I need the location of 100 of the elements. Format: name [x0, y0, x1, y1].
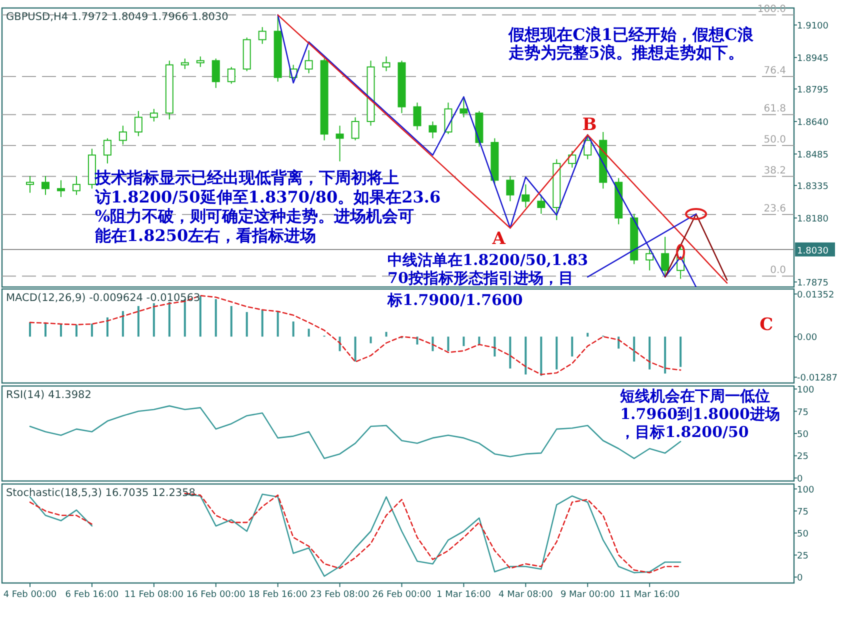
candlestick — [56, 180, 65, 198]
candlestick — [522, 184, 530, 208]
bar — [633, 336, 636, 362]
candlestick — [72, 176, 80, 196]
annotation: B — [582, 115, 597, 135]
y-tick-label: 1.8335 — [797, 182, 828, 192]
candlestick — [118, 125, 127, 146]
annotation: 短线机会在下周一低位1.7960到1.8000进场，目标1.8200/50 — [619, 387, 780, 441]
candlestick — [103, 138, 112, 164]
y-tick-label: 50 — [797, 530, 809, 540]
candlestick — [646, 248, 654, 271]
y-tick-label: 0.00 — [797, 333, 818, 344]
chart-title: Stochastic(18,5,3) 16.7035 12.2358 — [6, 487, 196, 499]
candlestick — [661, 236, 670, 276]
bar — [524, 336, 527, 374]
x-tick-label: 4 Feb 00:00 — [3, 590, 57, 600]
x-tick-label: 18 Feb 16:00 — [248, 590, 308, 600]
candlestick — [351, 116, 360, 141]
bar — [648, 336, 651, 370]
bar — [75, 324, 78, 337]
x-tick-label: 9 Mar 00:00 — [560, 590, 616, 600]
x-tick-label: 23 Feb 08:00 — [310, 590, 370, 600]
bar — [494, 336, 496, 357]
x-tick-label: 4 Mar 08:00 — [498, 590, 554, 600]
bar — [168, 302, 170, 337]
bar — [122, 311, 124, 337]
candlestick — [568, 150, 576, 168]
bar — [571, 336, 574, 357]
x-tick-label: 11 Mar 16:00 — [620, 590, 680, 600]
bar — [276, 311, 279, 337]
x-tick-label: 11 Feb 08:00 — [124, 590, 184, 600]
candlestick — [382, 56, 390, 72]
ref-line-label: 38.2 — [764, 165, 786, 176]
bar — [308, 328, 310, 337]
candlestick — [584, 134, 592, 160]
y-tick-label: 100 — [797, 485, 814, 496]
candlestick — [506, 176, 514, 202]
candlestick — [336, 125, 344, 162]
candlestick — [537, 194, 546, 214]
bar — [540, 336, 542, 376]
bar — [214, 299, 217, 337]
candlestick — [150, 108, 158, 122]
candlestick — [134, 110, 142, 137]
bar — [462, 336, 465, 346]
candlestick — [413, 102, 422, 130]
annotation: 假想现在C浪1已经开始，假想C浪走势为完整5浪。推想走势如下。 — [508, 25, 754, 62]
y-tick-label: 0 — [797, 474, 803, 484]
bar — [90, 324, 93, 337]
bar — [664, 336, 666, 374]
y-tick-label: -0.01287 — [797, 374, 838, 384]
x-tick-label: 1 Mar 16:00 — [436, 590, 492, 600]
ref-line-label: 61.8 — [764, 104, 786, 115]
bar — [261, 310, 264, 337]
y-tick-label: 50 — [797, 430, 809, 440]
candlestick — [227, 66, 236, 84]
chart-title: RSI(14) 41.3982 — [6, 389, 92, 401]
ref-line-label: 76.4 — [764, 66, 786, 77]
candlestick — [304, 50, 313, 74]
y-tick-label: 1.7875 — [797, 278, 828, 288]
bar — [509, 336, 512, 368]
candlestick — [444, 102, 452, 135]
y-tick-label: 25 — [797, 552, 808, 562]
candlestick — [212, 58, 220, 88]
y-tick-label: 100 — [797, 386, 814, 396]
bar — [199, 296, 202, 337]
bar — [370, 336, 372, 344]
y-tick-label: 0.01352 — [797, 290, 834, 300]
candlestick — [180, 58, 189, 70]
x-tick-label: 16 Feb 00:00 — [186, 590, 246, 600]
bar — [60, 324, 62, 337]
x-tick-label: 6 Feb 16:00 — [65, 590, 119, 600]
bar — [385, 332, 388, 337]
bar — [292, 321, 294, 337]
bar — [432, 336, 434, 352]
bar — [556, 336, 558, 370]
candlestick — [41, 176, 50, 196]
y-tick-label: 1.8945 — [797, 54, 828, 64]
annotation: A — [491, 229, 506, 249]
y-tick-label: 1.8640 — [797, 118, 829, 128]
bar — [230, 306, 232, 337]
bar — [44, 322, 46, 337]
ref-line-label: 23.6 — [764, 203, 786, 214]
ref-line-label: 1.8030 — [797, 246, 829, 256]
bar — [29, 322, 31, 337]
bar — [137, 306, 140, 337]
y-tick-label: 75 — [797, 408, 808, 418]
annotation: C — [760, 315, 774, 335]
bar — [246, 312, 248, 337]
y-tick-label: 1.8485 — [797, 150, 828, 161]
candlestick — [428, 120, 437, 139]
x-tick-label: 26 Feb 00:00 — [372, 590, 432, 600]
candlestick — [196, 56, 204, 68]
y-tick-label: 0 — [797, 574, 803, 584]
bar — [586, 332, 589, 337]
bar — [447, 336, 450, 352]
ref-line-label: 50.0 — [764, 134, 786, 146]
bar — [106, 317, 108, 337]
y-tick-label: 1.9100 — [797, 21, 829, 32]
chart-title: GBPUSD,H4 1.7972 1.8049 1.7966 1.8030 — [6, 11, 228, 23]
y-tick-label: 1.8180 — [797, 214, 829, 224]
